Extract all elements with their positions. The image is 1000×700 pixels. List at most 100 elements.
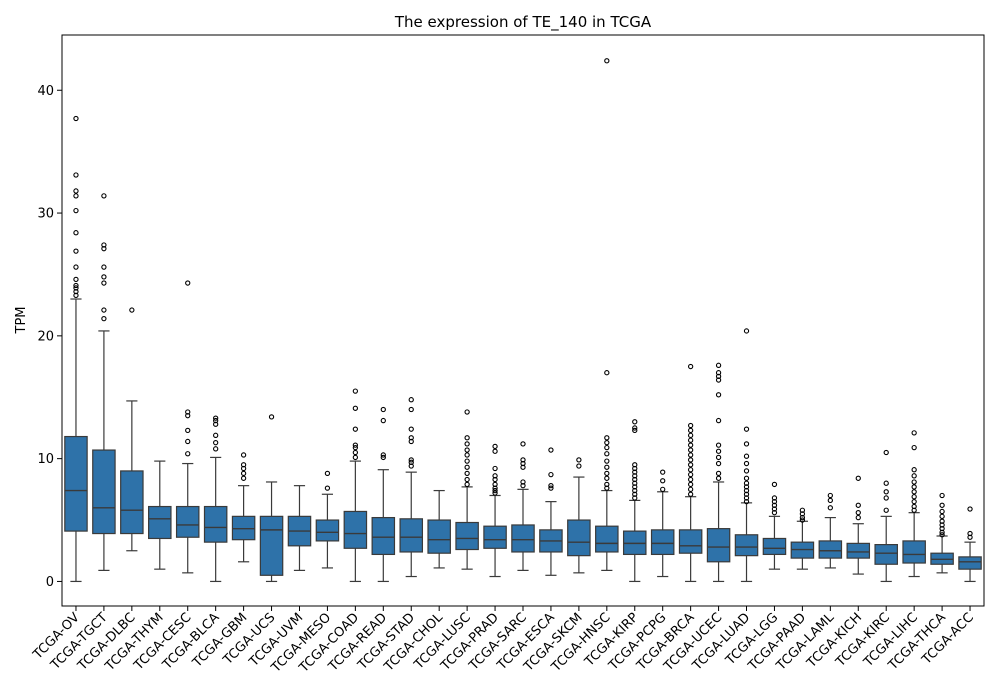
outlier-point: [101, 307, 107, 313]
box: [343, 510, 368, 549]
outlier-point: [464, 452, 470, 458]
outlier-point: [687, 432, 694, 438]
outlier-point: [185, 438, 191, 445]
outlier-point: [380, 417, 386, 424]
outlier-point: [855, 510, 861, 516]
outlier-point: [715, 448, 722, 454]
outlier-point: [73, 276, 79, 283]
outlier-point: [352, 449, 359, 456]
outlier-point: [464, 441, 470, 447]
outlier-point: [73, 115, 79, 122]
outlier-point: [855, 475, 861, 481]
outlier-point: [687, 447, 694, 453]
box: [650, 529, 675, 556]
box: [92, 449, 116, 535]
outlier-point: [967, 506, 973, 512]
outlier-point: [687, 363, 694, 370]
outlier-point: [408, 435, 414, 441]
outlier-point: [240, 452, 247, 458]
outlier-point: [883, 507, 889, 513]
box: [567, 519, 591, 557]
outlier-point: [687, 471, 694, 478]
box: [427, 519, 451, 554]
outlier-point: [743, 328, 750, 334]
outlier-point: [715, 460, 722, 467]
outlier-point: [380, 406, 386, 413]
outlier-point: [743, 426, 750, 432]
outlier-point: [324, 470, 331, 477]
y-tick-label: 0: [46, 575, 54, 590]
outlier-point: [743, 468, 750, 474]
outlier-point: [101, 264, 107, 270]
outlier-point: [464, 481, 470, 488]
outlier-point: [687, 437, 694, 443]
outlier-point: [185, 280, 191, 286]
outlier-point: [129, 307, 135, 313]
outlier-point: [213, 440, 219, 446]
outlier-point: [660, 469, 666, 475]
y-tick-label: 10: [37, 452, 54, 467]
box: [203, 505, 228, 543]
outlier-point: [492, 473, 498, 479]
outlier-point: [464, 458, 470, 464]
outlier-point: [352, 444, 359, 451]
outlier-point: [687, 481, 694, 488]
outlier-point: [73, 172, 79, 178]
outlier-point: [883, 489, 889, 495]
outlier-point: [911, 484, 917, 490]
outlier-point: [73, 282, 79, 289]
outlier-point: [548, 483, 554, 489]
outlier-point: [939, 492, 945, 499]
outlier-point: [520, 441, 526, 447]
outlier-point: [548, 447, 554, 453]
outlier-point: [492, 481, 498, 488]
outlier-point: [687, 491, 694, 497]
outlier-point: [464, 409, 470, 415]
outlier-point: [939, 513, 945, 520]
box: [315, 519, 340, 542]
outlier-point: [967, 530, 973, 537]
box: [734, 534, 759, 557]
outlier-point: [604, 458, 610, 464]
outlier-point: [687, 452, 694, 458]
outlier-point: [604, 440, 610, 446]
outlier-point: [492, 490, 498, 496]
outlier-point: [548, 471, 554, 478]
outlier-point: [911, 489, 917, 495]
outlier-point: [827, 505, 833, 511]
box: [120, 470, 144, 535]
outlier-point: [911, 467, 917, 473]
outlier-point: [604, 444, 610, 451]
outlier-point: [827, 492, 833, 499]
axes-frame: [61, 34, 985, 607]
outlier-point: [352, 388, 359, 394]
outlier-point: [604, 481, 610, 488]
outlier-point: [911, 498, 917, 505]
outlier-point: [911, 503, 917, 510]
box: [148, 505, 172, 540]
outlier-point: [492, 487, 498, 494]
outlier-point: [715, 392, 722, 398]
box: [455, 521, 479, 551]
outlier-point: [240, 462, 247, 468]
outlier-point: [771, 495, 778, 501]
outlier-point: [715, 370, 722, 376]
outlier-point: [771, 481, 778, 488]
outlier-point: [464, 435, 470, 441]
outlier-point: [73, 230, 79, 236]
outlier-point: [73, 188, 79, 194]
outlier-point: [101, 193, 107, 199]
outlier-point: [492, 465, 498, 472]
outlier-point: [213, 415, 219, 421]
outlier-point: [827, 497, 833, 504]
outlier-point: [632, 425, 638, 431]
box: [511, 524, 535, 553]
box: [846, 542, 871, 559]
outlier-point: [240, 475, 247, 481]
outlier-point: [883, 449, 889, 456]
outlier-point: [715, 454, 722, 461]
outlier-point: [213, 446, 219, 452]
outlier-point: [604, 475, 610, 481]
outlier-point: [548, 485, 554, 491]
